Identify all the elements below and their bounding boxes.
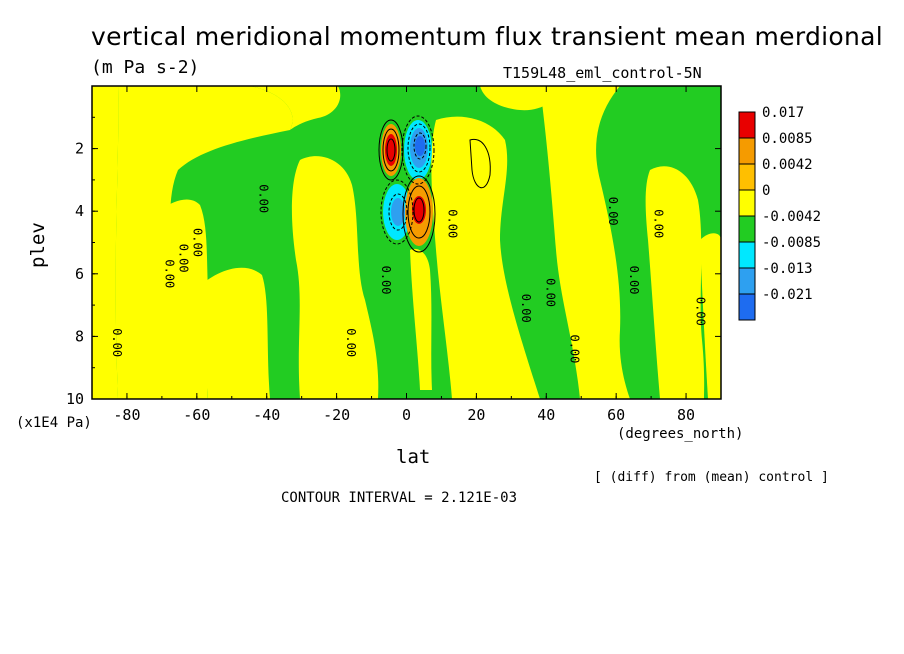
legend-label: -0.021	[762, 287, 813, 303]
negative-dipole-lower-core	[391, 198, 405, 226]
legend-swatch	[738, 189, 756, 217]
y-ticks: 2 4 6 8 10	[66, 116, 721, 408]
legend-label: 0.017	[762, 105, 804, 121]
legend-swatch	[738, 215, 756, 243]
negative-dipole-upper-core	[415, 136, 425, 156]
x-tick-label: 0	[402, 406, 411, 424]
contour-label: 0.00	[445, 209, 459, 238]
experiment-label: T159L48_eml_control-5N	[503, 64, 702, 82]
field-layer	[92, 86, 721, 399]
x-axis-label: lat	[396, 446, 431, 468]
contour-label: 0.00	[627, 266, 641, 295]
legend-swatch	[738, 111, 756, 139]
region-northern-midlat	[540, 86, 630, 399]
color-legend: 0.017 0.0085 0.0042 0 -0.0042 -0.0085 -0.013 -0…	[738, 105, 821, 321]
region-southern-midlat	[291, 156, 379, 399]
x-tick-label: 20	[467, 406, 485, 424]
y-tick-label: 6	[75, 265, 84, 283]
negative-contours	[380, 115, 435, 245]
region-equator	[431, 116, 540, 399]
legend-label: -0.013	[762, 261, 813, 277]
contour-label: 0.00	[176, 244, 190, 273]
contour-labels: 0.000.000.000.000.000.000.000.000.000.00…	[110, 184, 708, 363]
x-tick-label: -60	[183, 406, 210, 424]
legend-label: 0.0042	[762, 157, 813, 173]
x-tick-label: -20	[323, 406, 350, 424]
y-tick-label: 2	[75, 140, 84, 158]
y-axis-unit: (x1E4 Pa)	[16, 415, 92, 431]
y-tick-label: 8	[75, 327, 84, 345]
x-ticks: -80 -60 -40 -20 0 20 40 60 80	[91, 86, 722, 424]
contour-label: 0.00	[519, 294, 533, 323]
legend-swatch	[738, 267, 756, 295]
legend-swatch	[738, 163, 756, 191]
region-far-north	[700, 233, 721, 399]
chart-units: (m Pa s-2)	[91, 57, 200, 78]
x-axis-unit: (degrees_north)	[617, 426, 744, 442]
chart-title: vertical meridional momentum flux transi…	[91, 22, 884, 51]
contour-label: 0.00	[652, 209, 666, 238]
positive-dipole-lower-core	[412, 196, 426, 224]
x-tick-label: 80	[677, 406, 695, 424]
x-tick-label: -80	[113, 406, 140, 424]
positive-tongue	[410, 248, 432, 390]
contour-label: 0.00	[568, 334, 582, 363]
region-south-upper	[250, 86, 341, 130]
contour-lines	[378, 119, 491, 253]
y-tick-label: 10	[66, 390, 84, 408]
contour-label: 0.00	[344, 328, 358, 357]
contour-label: 0.00	[543, 278, 557, 307]
contour-label: 0.00	[606, 197, 620, 226]
x-tick-label: 40	[537, 406, 555, 424]
region-south-mid	[140, 199, 211, 399]
region-north-right	[645, 166, 705, 399]
contour-label: 0.00	[162, 259, 176, 288]
contour-interval: CONTOUR INTERVAL = 2.121E-03	[281, 490, 518, 506]
legend-swatch	[738, 137, 756, 165]
x-tick-label: 60	[607, 406, 625, 424]
footer-note: [ (diff) from (mean) control ]	[594, 470, 829, 485]
contour-label: 0.00	[190, 228, 204, 257]
legend-label: 0	[762, 183, 770, 199]
legend-label: 0.0085	[762, 131, 813, 147]
region-north-upper	[480, 86, 560, 111]
contour-label: 0.00	[110, 328, 124, 357]
y-tick-label: 4	[75, 202, 84, 220]
contour-label: 0.00	[379, 266, 393, 295]
legend-swatch	[738, 241, 756, 269]
legend-label: -0.0042	[762, 209, 821, 225]
contour-label: 0.00	[257, 184, 271, 213]
legend-label: -0.0085	[762, 235, 821, 251]
region-far-south	[92, 86, 119, 399]
x-tick-label: -40	[253, 406, 280, 424]
region-southwest-lower	[196, 267, 270, 399]
contour-label: 0.00	[694, 297, 708, 326]
legend-swatch	[738, 293, 756, 321]
